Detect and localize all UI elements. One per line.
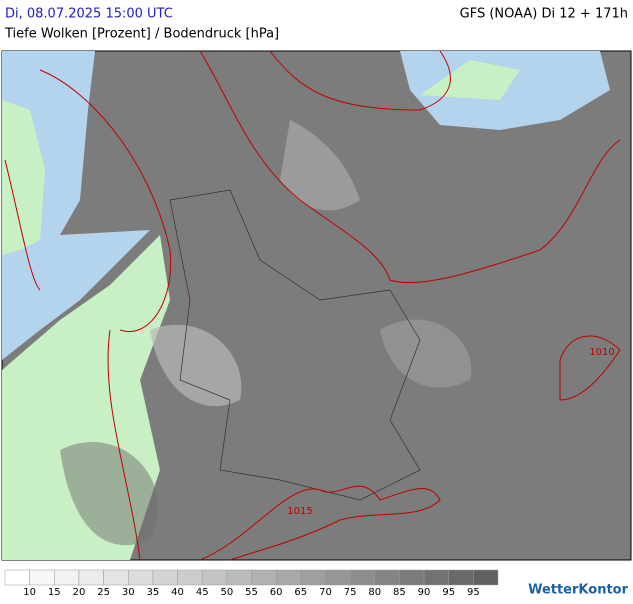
legend-label: 70 (319, 587, 332, 598)
legend-swatch (325, 569, 351, 586)
legend-swatch (29, 569, 55, 586)
legend-swatch (4, 569, 30, 586)
legend-swatch (78, 569, 104, 586)
legend-label: 80 (368, 587, 381, 598)
legend-swatch (177, 569, 203, 586)
sea-north (2, 51, 150, 360)
legend-swatch (128, 569, 154, 586)
logo: WetterKontor (528, 583, 629, 598)
legend-label: 15 (48, 587, 61, 598)
legend-swatch (201, 569, 228, 586)
subtitle: Tiefe Wolken [Prozent] / Bodendruck [hPa… (4, 27, 279, 42)
legend-label: 10 (23, 587, 36, 598)
legend-label: 25 (97, 587, 110, 598)
legend-label: 95 (442, 587, 455, 598)
legend-swatch (103, 569, 129, 586)
legend-swatch (448, 569, 474, 586)
cloud-patch (380, 319, 472, 388)
legend-swatch (226, 569, 252, 586)
legend-swatch (399, 569, 425, 586)
legend-swatch (54, 569, 80, 586)
legend-label: 35 (147, 587, 160, 598)
cloud-patch (150, 324, 242, 407)
datetime: Di, 08.07.2025 15:00 UTC (5, 7, 173, 22)
borders (169, 189, 421, 501)
legend-label: 40 (171, 587, 184, 598)
legend-label: 50 (220, 587, 233, 598)
legend-swatch (473, 569, 499, 586)
isobar-label: 1010 (589, 347, 614, 358)
legend-label: 20 (73, 587, 86, 598)
legend-label: 90 (418, 587, 431, 598)
legend-swatch (374, 569, 400, 586)
legend-swatch (349, 569, 376, 586)
legend-swatch (251, 569, 277, 586)
model-run: GFS (NOAA) Di 12 + 171h (460, 7, 628, 22)
land-sweden (420, 60, 520, 100)
legend-swatch (423, 569, 449, 586)
legend-label: 95 (467, 587, 480, 598)
legend-label: 55 (245, 587, 258, 598)
legend-label: 45 (196, 587, 209, 598)
legend-swatch (275, 569, 302, 586)
legend-label: 30 (122, 587, 135, 598)
legend-swatch (300, 569, 326, 586)
legend-swatch (152, 569, 178, 586)
legend-label: 85 (393, 587, 406, 598)
legend-label: 75 (344, 587, 357, 598)
legend-label: 65 (294, 587, 307, 598)
map: 1010 1015 (1, 50, 632, 561)
isobar-label: 1015 (287, 506, 312, 517)
cloud-patch (280, 120, 360, 211)
land-gb (2, 100, 45, 255)
legend: 10 15 20 25 30 35 40 45 50 55 60 65 70 75 80 85 90 95 95 (4, 569, 499, 598)
isobars (4, 50, 621, 561)
legend-label: 60 (270, 587, 283, 598)
